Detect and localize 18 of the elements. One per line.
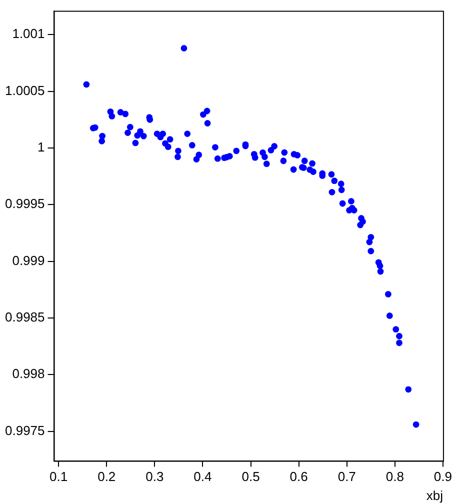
x-tick-label: 0.5 <box>242 469 260 484</box>
y-tick-label: 0.998 <box>12 366 45 382</box>
x-tick-label: 0.4 <box>194 469 212 484</box>
x-tick-label: 0.2 <box>98 469 116 484</box>
y-tick-label: 0.9975 <box>4 422 45 438</box>
x-tick-label: 0.8 <box>386 469 404 484</box>
y-tick-label: 1.001 <box>12 26 45 42</box>
x-tick-label: 0.9 <box>434 469 452 484</box>
x-axis-title: xbj <box>426 488 444 503</box>
y-tick-label: 1.0005 <box>4 82 45 98</box>
x-tick-label: 0.1 <box>50 469 68 484</box>
y-tick-label: 0.999 <box>12 252 45 268</box>
y-tick-label: 1 <box>38 140 45 155</box>
x-tick-label: 0.3 <box>146 469 164 484</box>
x-tick-label: 0.7 <box>338 469 356 484</box>
y-tick-label: 0.9995 <box>4 196 45 212</box>
x-tick-label: 0.6 <box>290 469 308 484</box>
y-tick-label: 0.9985 <box>4 310 45 325</box>
